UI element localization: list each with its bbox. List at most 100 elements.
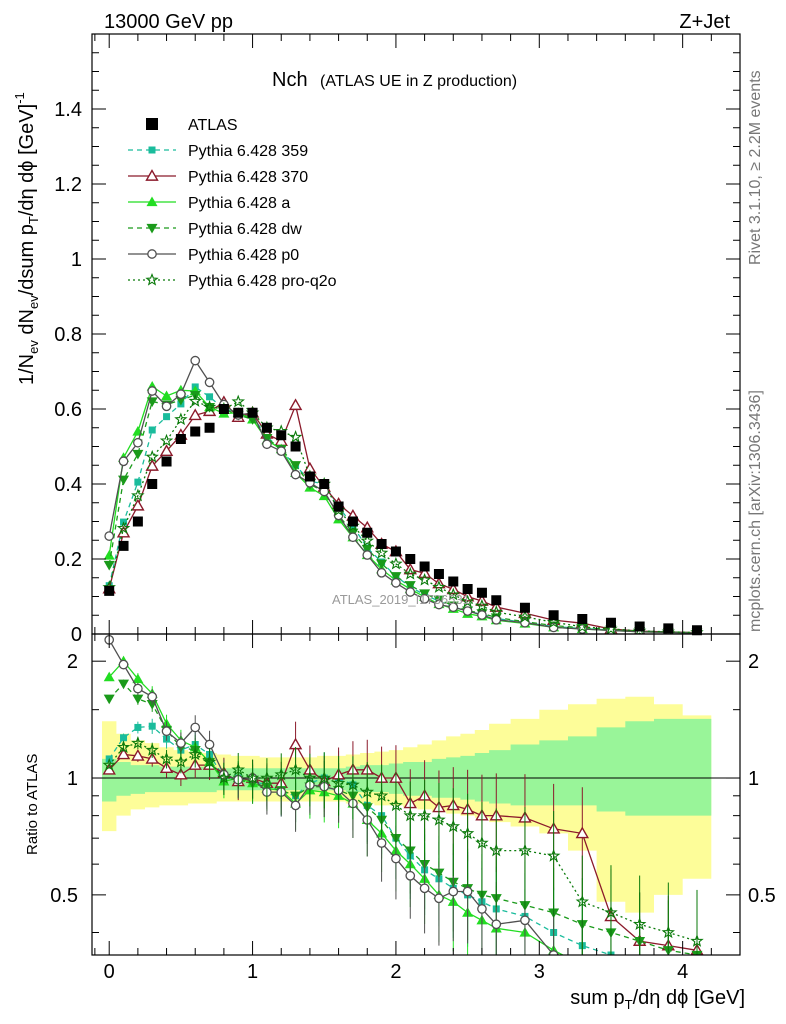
series-4-main-point: [104, 531, 115, 541]
series-5-main-point: [475, 598, 489, 612]
series-2-ratio-point: [132, 673, 144, 684]
atlas-data-point: [663, 623, 674, 634]
series-1-main-point: [188, 408, 202, 421]
atlas-data-point: [319, 479, 330, 489]
series-5-ratio: [102, 735, 704, 955]
series-5-ratio-point: [432, 812, 446, 826]
ratio-tick-label-left: 1: [67, 768, 78, 790]
series-5-ratio-point: [303, 770, 317, 784]
series-4-ratio-point: [491, 919, 502, 930]
x-axis-label: sum pT/dη dϕ [GeV]: [570, 987, 745, 1012]
series-4-main-point: [176, 389, 186, 399]
series-5-ratio-point: [231, 762, 246, 776]
y-tick-label: 0.8: [54, 324, 82, 346]
series-5-ratio-point: [661, 925, 675, 939]
atlas-data-point: [175, 434, 186, 444]
header-process-label: Z+Jet: [679, 11, 730, 33]
series-0-main-point: [148, 426, 156, 434]
atlas-data-point: [333, 501, 344, 512]
atlas-data-point: [304, 471, 315, 482]
ratio-tick-label-right: 1: [748, 768, 759, 790]
watermark: ATLAS_2019_I1736531: [332, 592, 470, 607]
series-4-ratio-point: [376, 838, 387, 848]
series-3-main-point: [261, 433, 273, 444]
series-4-ratio-point: [419, 883, 430, 894]
series-5-main-point: [518, 609, 532, 623]
series-5-ratio-point: [331, 776, 346, 789]
series-4-main-point: [362, 550, 373, 560]
series-5-ratio-point: [116, 740, 131, 753]
x-tick-label: 0: [104, 961, 115, 983]
series-3-ratio-point: [118, 679, 130, 690]
atlas-data-point: [448, 576, 459, 587]
series-5-ratio-point: [360, 785, 375, 798]
y-tick-label: 1: [71, 249, 82, 271]
axes-layer: 0 1 2 3 4 0 0.2 0.4 0.6 0.8 1 1.2 1.4 0.5 0.5 1 1 2 2: [50, 33, 776, 983]
series-5-ratio-point: [575, 894, 589, 908]
y-tick-label: 1.2: [54, 174, 82, 196]
series-5-main-point: [446, 587, 461, 601]
series-5-ratio-point: [245, 770, 260, 784]
series-4-ratio-point: [161, 726, 172, 737]
series-4-ratio-point: [204, 739, 215, 750]
atlas-data-point: [104, 585, 115, 596]
series-4-main-point: [133, 437, 143, 448]
atlas-data-point: [433, 569, 444, 579]
series-2-ratio-point: [577, 959, 588, 969]
series-5-ratio-point: [288, 762, 303, 776]
series-5-main-point: [159, 433, 174, 447]
series-4-ratio-point: [477, 904, 487, 914]
series-4-ratio-point: [607, 971, 615, 979]
series-5-main-point: [403, 566, 417, 580]
series-5-main-point: [489, 605, 503, 618]
series-5-main-point: [288, 429, 303, 443]
series-5-ratio-point: [690, 933, 704, 947]
series-2-ratio-point: [634, 975, 645, 985]
series-5-ratio-point: [632, 917, 647, 930]
x-tick-label: 4: [677, 961, 688, 983]
series-0-main-point: [206, 393, 214, 401]
series-4-main-point: [276, 446, 287, 456]
series-5-ratio-point: [159, 751, 174, 765]
series-1-ratio-point: [174, 767, 188, 780]
series-4-ratio-point: [520, 915, 530, 926]
y-tick-label: 0.6: [54, 399, 82, 421]
series-2-main-point: [161, 390, 173, 401]
series-5-ratio-point: [417, 808, 432, 822]
series-4-main-point: [405, 587, 416, 597]
series-5-main-point: [202, 399, 217, 413]
series-3-main-point: [361, 544, 373, 555]
atlas-data-point: [462, 584, 473, 594]
series-5-main-point: [575, 619, 589, 633]
atlas-data-point: [476, 587, 487, 598]
legend-marker: [146, 223, 158, 234]
series-4-ratio-point: [290, 800, 301, 811]
series-5-ratio-point: [460, 826, 475, 840]
y-tick-label: 0.4: [54, 474, 82, 496]
series-4-main-point: [491, 614, 502, 625]
series-1-main-point: [159, 444, 174, 456]
series-4-ratio-point: [147, 691, 158, 702]
atlas-data-point: [605, 617, 616, 628]
series-1-main-point: [288, 398, 303, 411]
ratio-series-layer: [102, 634, 704, 985]
series-5-ratio-point: [475, 835, 489, 849]
series-4-main-point: [391, 577, 401, 588]
series-4-ratio-point: [448, 886, 459, 897]
atlas-data-point: [118, 540, 129, 551]
series-5-ratio-point: [131, 735, 145, 749]
series-1-ratio-point: [575, 826, 590, 839]
series-0-main-point: [134, 478, 142, 486]
atlas-data-point: [691, 625, 702, 636]
series-0-ratio-point: [148, 722, 156, 730]
series-5-ratio-point: [174, 754, 188, 768]
series-4-ratio-point: [462, 886, 473, 897]
series-5-main-point: [188, 393, 203, 407]
series-5-main-point: [116, 521, 131, 535]
ratio-y-axis-label: Ratio to ATLAS: [24, 754, 41, 855]
series-5-main-point: [360, 533, 375, 547]
series-4-ratio-point: [190, 722, 201, 733]
series-5-main-point: [389, 556, 403, 570]
ratio-tick-label-left: 0.5: [50, 885, 78, 907]
legend-label: Pythia 6.428 p0: [188, 247, 299, 264]
